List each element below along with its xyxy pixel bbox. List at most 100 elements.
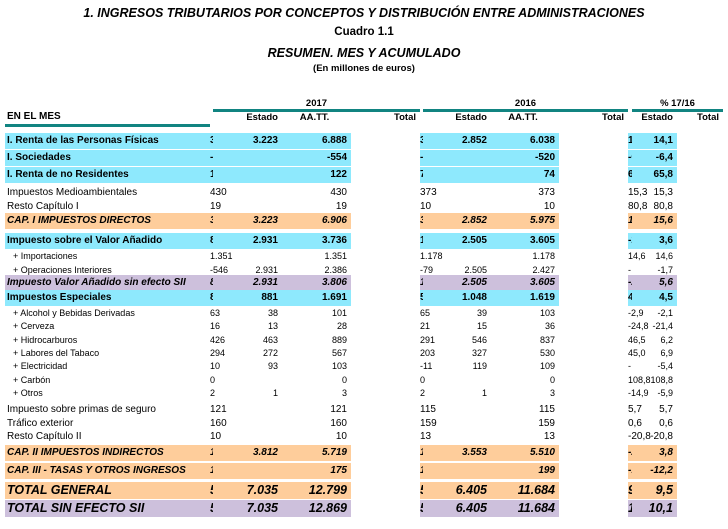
- cell-value: 15,6: [632, 213, 677, 229]
- cell-value: 1.619: [491, 290, 559, 306]
- cell-value: 3.553: [423, 445, 491, 461]
- cell-value: 74: [491, 167, 559, 183]
- cell-value: 121: [330, 404, 347, 415]
- cell-value: 38: [267, 308, 278, 318]
- cell-value: 2.386: [324, 265, 347, 275]
- table-row: + Carbón 0 0 0 0 108,8 108,8: [5, 372, 723, 388]
- table-row: Impuesto Valor Añadido sin efecto SII875…: [5, 275, 723, 291]
- column-header: Total: [602, 112, 624, 123]
- column-gap: [559, 233, 628, 249]
- cell-value: [423, 463, 491, 479]
- row-label: + Hidrocarburos: [13, 335, 78, 345]
- cell-value: 108,8: [650, 375, 673, 385]
- table-heading: RESUMEN. MES Y ACUMULADO: [267, 46, 461, 60]
- table-row: + Alcohol y Bebidas Derivadas 63 38 101 65 39…: [5, 305, 723, 321]
- cell-value: 115: [539, 404, 555, 415]
- cell-value: 2.931: [213, 233, 282, 249]
- column-gap: [559, 445, 628, 461]
- cell-value: 3.605: [491, 275, 559, 291]
- cell-value: 2.505: [464, 265, 487, 275]
- cell-value: 2: [420, 388, 426, 398]
- column-gap: [351, 500, 420, 517]
- row-label: I. Sociedades: [5, 150, 210, 166]
- column-gap: [559, 429, 628, 445]
- row-label: CAP. I IMPUESTOS DIRECTOS: [5, 213, 210, 229]
- column-gap: [351, 167, 420, 183]
- table-row: Tráfico exterior 160 160 159 159 0,6 0,6: [5, 416, 723, 432]
- cell-value: 2.505: [423, 275, 491, 291]
- row-label: Impuesto sobre el Valor Añadido: [5, 233, 210, 249]
- row-label: + Importaciones: [13, 251, 78, 261]
- table-row: I. Renta de las Personas Físicas3.6653.2…: [5, 133, 723, 149]
- cell-value: 175: [282, 463, 351, 479]
- report-title: 1. INGRESOS TRIBUTARIOS POR CONCEPTOS Y …: [83, 6, 645, 20]
- column-gap: [559, 500, 628, 517]
- column-gap: [559, 463, 628, 479]
- table-row: I. Renta de no Residentes122122747465,86…: [5, 167, 723, 183]
- cell-value: 5.975: [491, 213, 559, 229]
- column-gap: [559, 133, 628, 149]
- row-label: Impuesto sobre primas de seguro: [7, 404, 156, 415]
- column-gap: [351, 463, 420, 479]
- column-gap: [559, 290, 628, 306]
- section-underline: [5, 124, 210, 127]
- cell-value: [213, 167, 282, 183]
- cell-value: 7.035: [213, 482, 282, 499]
- column-header: Total: [394, 112, 416, 123]
- table-row: TOTAL GENERAL5.7647.03512.7995.2806.4051…: [5, 482, 723, 499]
- cell-value: 13: [267, 321, 278, 331]
- cell-value: 0: [341, 375, 347, 385]
- cell-value: 4,5: [632, 290, 677, 306]
- cell-value: 109: [539, 361, 555, 371]
- cell-value: 2.427: [532, 265, 555, 275]
- cell-value: 0: [420, 375, 426, 385]
- cell-value: -: [628, 361, 631, 371]
- cell-value: 7.035: [213, 500, 282, 517]
- cell-value: 3,6: [632, 233, 677, 249]
- cell-value: 3.223: [213, 133, 282, 149]
- cell-value: 3.806: [282, 275, 351, 291]
- cell-value: 373: [538, 187, 555, 198]
- cell-value: 10,1: [632, 500, 677, 517]
- row-label: + Cerveza: [13, 321, 55, 331]
- cell-value: 11.684: [491, 500, 559, 517]
- row-label: + Electricidad: [13, 361, 68, 371]
- row-label: + Otros: [13, 388, 43, 398]
- cell-value: [213, 429, 282, 445]
- column-gap: [351, 213, 420, 229]
- row-label: Impuestos Especiales: [5, 290, 210, 306]
- table-row: + Otros 2 1 3 2 1 3 -14,9 -5,9: [5, 385, 723, 401]
- cell-value: 15: [476, 321, 487, 331]
- cell-value: 881: [213, 290, 282, 306]
- cell-value: 1.048: [423, 290, 491, 306]
- cell-value: 546: [471, 335, 487, 345]
- cell-value: 6.038: [491, 133, 559, 149]
- cell-value: -6,4: [632, 150, 677, 166]
- cell-value: 1.178: [532, 251, 555, 261]
- cell-value: 199: [491, 463, 559, 479]
- cell-value: 2: [210, 388, 216, 398]
- cell-value: 567: [331, 348, 347, 358]
- column-gap: [351, 275, 420, 291]
- cell-value: 6.888: [282, 133, 351, 149]
- cell-value: 6.906: [282, 213, 351, 229]
- cell-value: 12.869: [282, 500, 351, 517]
- column-gap: [559, 385, 628, 401]
- cell-value: 2.505: [423, 233, 491, 249]
- cell-value: 5,7: [659, 404, 673, 415]
- column-header: Estado: [641, 112, 673, 123]
- column-gap: [559, 150, 628, 166]
- cell-value: 6.405: [423, 482, 491, 499]
- row-label: + Alcohol y Bebidas Derivadas: [13, 308, 135, 318]
- cell-value: 12.799: [282, 482, 351, 499]
- table-row: Impuestos Medioambientales 430 430 373 373 15…: [5, 185, 723, 201]
- cell-value: 9,5: [632, 482, 677, 499]
- row-label: Resto Capítulo I: [7, 201, 79, 212]
- row-label: Impuestos Medioambientales: [7, 187, 138, 198]
- group-header-pct: % 17/16: [660, 98, 695, 109]
- cell-value: 103: [539, 308, 555, 318]
- cell-value: 0,6: [659, 418, 673, 429]
- cell-value: 5.510: [491, 445, 559, 461]
- table-number: Cuadro 1.1: [334, 26, 394, 38]
- group-underline: [632, 109, 723, 112]
